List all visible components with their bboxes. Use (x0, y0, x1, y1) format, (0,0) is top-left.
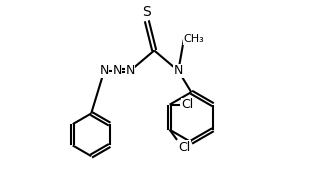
Text: CH₃: CH₃ (184, 34, 205, 44)
Text: S: S (143, 5, 151, 19)
Text: Cl: Cl (181, 98, 193, 111)
Text: N: N (125, 64, 135, 77)
Text: Cl: Cl (178, 141, 190, 154)
Text: N: N (174, 64, 183, 77)
Text: N: N (112, 64, 122, 77)
Text: N: N (100, 64, 109, 77)
